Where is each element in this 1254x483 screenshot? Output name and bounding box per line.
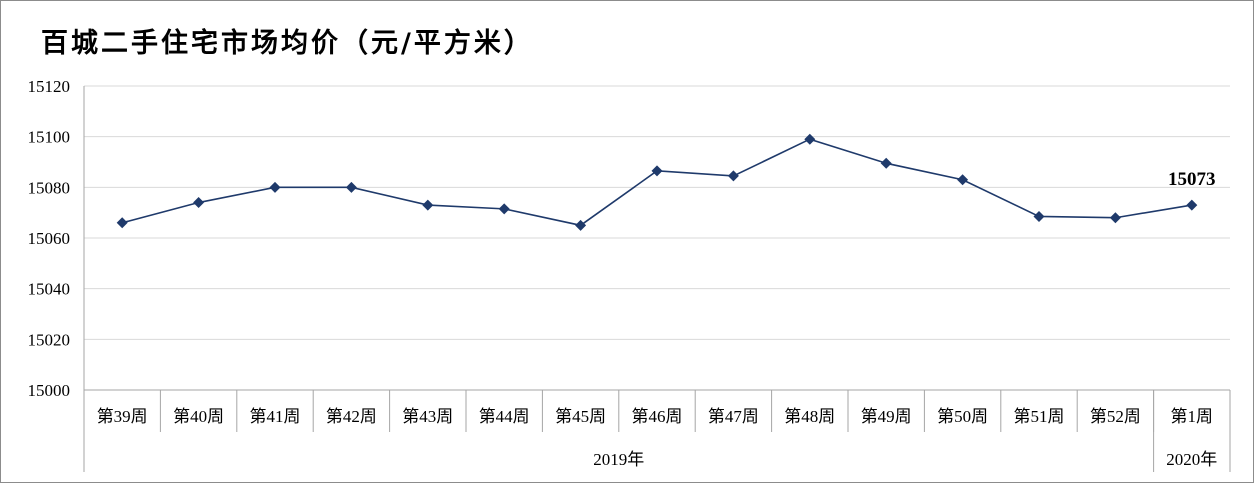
x-tick-label: 第40周 — [173, 407, 224, 426]
x-group-label: 2020年 — [1166, 450, 1217, 469]
x-tick-label: 第45周 — [555, 407, 606, 426]
data-point-marker — [880, 157, 892, 169]
x-tick-label: 第43周 — [402, 407, 453, 426]
data-point-marker — [575, 219, 587, 231]
data-point-marker — [804, 133, 816, 145]
series-line — [121, 138, 1192, 227]
y-tick-label: 15080 — [28, 178, 71, 197]
y-tick-label: 15100 — [28, 128, 71, 147]
x-tick-label: 第47周 — [708, 407, 759, 426]
x-tick-label: 第50周 — [937, 407, 988, 426]
data-point-marker — [651, 165, 663, 177]
y-tick-label: 15060 — [28, 229, 71, 248]
data-point-marker — [269, 181, 281, 193]
x-tick-label: 第48周 — [784, 407, 835, 426]
data-point-marker — [727, 170, 739, 182]
x-tick-label: 第1周 — [1171, 407, 1214, 426]
data-point-marker — [1033, 210, 1045, 222]
data-point-marker — [1109, 212, 1121, 224]
x-group-label: 2019年 — [593, 450, 644, 469]
data-point-marker — [193, 197, 205, 209]
x-tick-label: 第41周 — [250, 407, 301, 426]
data-point-marker — [1186, 199, 1198, 211]
y-tick-label: 15040 — [28, 280, 71, 299]
y-tick-label: 15120 — [28, 77, 71, 96]
y-tick-label: 15020 — [28, 330, 71, 349]
x-tick-label: 第44周 — [479, 407, 530, 426]
x-tick-label: 第39周 — [97, 407, 148, 426]
x-tick-label: 第46周 — [632, 407, 683, 426]
x-tick-label: 第49周 — [861, 407, 912, 426]
x-tick-label: 第52周 — [1090, 407, 1141, 426]
data-point-marker — [345, 181, 357, 193]
x-tick-label: 第51周 — [1014, 407, 1065, 426]
data-point-marker — [116, 217, 128, 229]
chart-title: 百城二手住宅市场均价（元/平方米） — [41, 28, 534, 59]
x-tick-label: 第42周 — [326, 407, 377, 426]
data-label: 15073 — [1168, 169, 1216, 190]
data-point-marker — [422, 199, 434, 211]
data-point-marker — [957, 174, 969, 186]
data-point-marker — [498, 203, 510, 215]
y-tick-label: 15000 — [28, 381, 71, 400]
